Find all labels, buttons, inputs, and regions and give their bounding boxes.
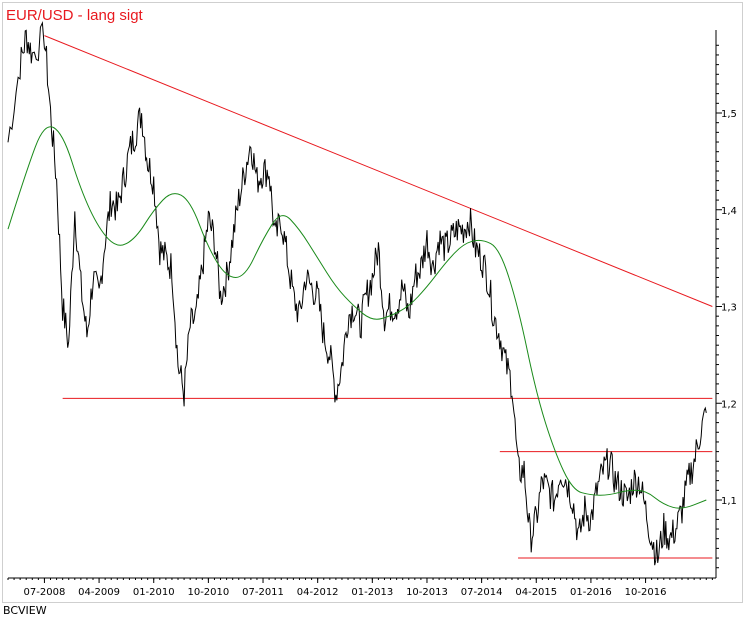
- x-tick-label: 10-2016: [625, 587, 667, 598]
- x-tick-label: 04-2012: [297, 587, 339, 598]
- x-tick-label: 01-2010: [133, 587, 175, 598]
- y-tick-label: 1,5: [721, 109, 737, 120]
- chart-title: EUR/USD - lang sigt: [6, 7, 143, 24]
- x-tick-label: 07-2011: [242, 587, 284, 598]
- moving-average-line: [7, 126, 707, 509]
- y-tick-label: 1,1: [721, 496, 737, 507]
- x-tick-label: 07-2014: [461, 587, 503, 598]
- x-tick-label: 10-2010: [187, 587, 229, 598]
- y-tick-label: 1,3: [721, 303, 737, 314]
- chart-frame: [2, 2, 743, 603]
- chart-plot: 1,5 1,4 1,3 1,2 1,1 07-2008 04-2009 01-2010 10-2…: [7, 20, 737, 598]
- source-label: BCVIEW: [3, 604, 47, 617]
- x-tick-label: 04-2015: [515, 587, 557, 598]
- y-tick-label: 1,2: [721, 399, 737, 410]
- x-tick-label: 10-2013: [406, 587, 448, 598]
- resistance-trendline: [44, 35, 713, 307]
- price-series-line: [7, 20, 707, 566]
- x-tick-label: 04-2009: [78, 587, 120, 598]
- x-tick-label: 07-2008: [24, 587, 66, 598]
- x-tick-label: 01-2013: [351, 587, 393, 598]
- x-tick-label: 01-2016: [570, 587, 612, 598]
- y-tick-label: 1,4: [721, 206, 737, 217]
